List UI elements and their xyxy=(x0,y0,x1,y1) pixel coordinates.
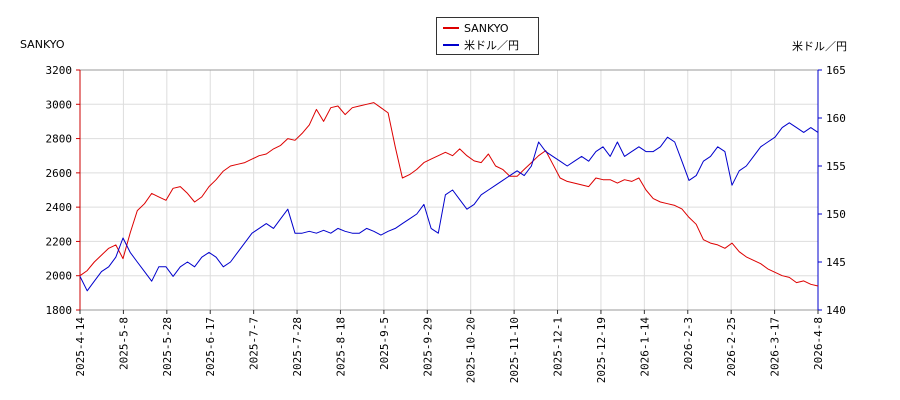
left-tick-label: 2400 xyxy=(46,201,73,214)
legend: SANKYO 米ドル／円 xyxy=(436,17,539,55)
left-tick-label: 2800 xyxy=(46,133,73,146)
right-tick-label: 145 xyxy=(826,256,846,269)
legend-label-sankyo: SANKYO xyxy=(464,21,509,35)
right-y-axis: 140 145 150 155 160 165 xyxy=(817,64,846,317)
x-tick-label: 2025-6-17 xyxy=(204,317,217,377)
legend-label-usdjpy: 米ドル／円 xyxy=(464,39,519,52)
x-tick-label: 2026-2-25 xyxy=(725,317,738,377)
x-tick-label: 2025-4-14 xyxy=(74,317,87,377)
x-tick-label: 2025-5-8 xyxy=(117,317,130,370)
right-tick-label: 140 xyxy=(826,304,846,317)
right-tick-label: 165 xyxy=(826,64,846,77)
right-tick-label: 160 xyxy=(826,112,846,125)
x-tick-label: 2026-3-17 xyxy=(769,317,782,377)
x-tick-label: 2025-12-1 xyxy=(552,317,565,377)
legend-swatch-sankyo xyxy=(443,27,459,29)
x-tick-label: 2026-1-14 xyxy=(638,317,651,377)
x-tick-label: 2025-7-28 xyxy=(291,317,304,377)
legend-item-usdjpy: 米ドル／円 xyxy=(443,37,519,53)
legend-item-sankyo: SANKYO xyxy=(443,20,509,36)
x-tick-label: 2026-2-3 xyxy=(682,317,695,370)
x-tick-label: 2025-10-20 xyxy=(465,317,478,383)
left-tick-label: 3000 xyxy=(46,98,73,111)
grid xyxy=(79,69,819,311)
x-tick-label: 2025-5-28 xyxy=(161,317,174,377)
right-tick-label: 155 xyxy=(826,160,846,173)
series-line-sankyo xyxy=(79,102,819,287)
left-y-axis: 1800 2000 2200 2400 2600 2800 3000 3200 xyxy=(46,64,81,317)
x-tick-label: 2025-8-18 xyxy=(334,317,347,377)
left-tick-label: 2200 xyxy=(46,235,73,248)
x-tick-label: 2026-4-8 xyxy=(812,317,825,370)
x-tick-label: 2025-9-5 xyxy=(378,317,391,370)
x-axis: 2025-4-14 2025-5-8 2025-5-28 2025-6-17 2025-… xyxy=(74,310,825,383)
x-tick-label: 2025-7-7 xyxy=(248,317,261,370)
x-tick-label: 2025-12-19 xyxy=(595,317,608,383)
left-tick-label: 3200 xyxy=(46,64,73,77)
legend-swatch-usdjpy xyxy=(443,44,459,46)
left-axis-title: SANKYO xyxy=(20,38,65,51)
series-group xyxy=(79,102,819,292)
left-tick-label: 1800 xyxy=(46,304,73,317)
series-line-usdjpy xyxy=(79,122,819,292)
right-axis-title: 米ドル／円 xyxy=(792,40,847,53)
right-tick-label: 150 xyxy=(826,208,846,221)
x-tick-label: 2025-11-10 xyxy=(508,317,521,383)
left-tick-label: 2000 xyxy=(46,270,73,283)
plot-area-frame xyxy=(79,69,819,311)
left-tick-label: 2600 xyxy=(46,167,73,180)
x-tick-label: 2025-9-29 xyxy=(421,317,434,377)
